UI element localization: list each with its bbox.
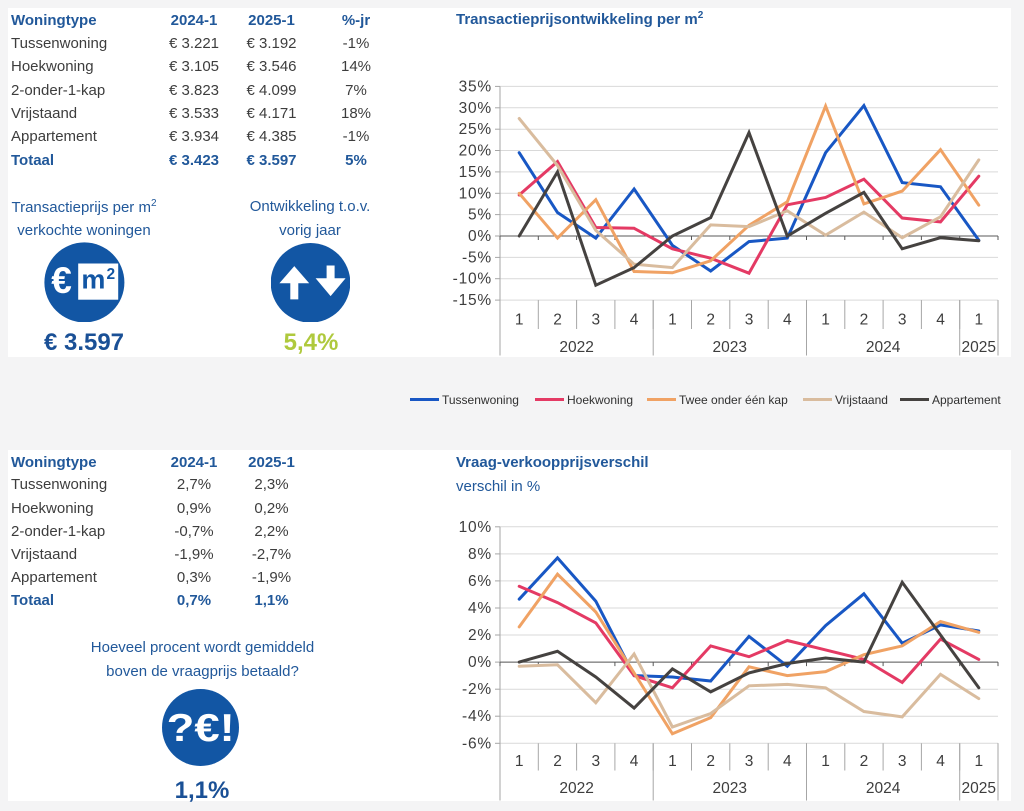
svg-text:?€!: ?€! [167, 706, 235, 749]
svg-text:2025: 2025 [962, 339, 996, 356]
svg-text:10%: 10% [459, 519, 492, 536]
svg-text:8%: 8% [468, 546, 492, 563]
svg-text:1: 1 [821, 753, 830, 770]
svg-text:2%: 2% [468, 627, 492, 644]
svg-text:0%: 0% [468, 228, 492, 245]
svg-text:2022: 2022 [559, 780, 593, 797]
svg-text:5%: 5% [468, 207, 492, 224]
svg-text:1: 1 [515, 311, 524, 328]
svg-text:1: 1 [974, 753, 983, 770]
svg-text:-10%: -10% [453, 271, 492, 288]
svg-text:6%: 6% [468, 573, 492, 590]
svg-text:-5%: -5% [462, 249, 492, 266]
svg-text:4: 4 [936, 753, 945, 770]
svg-text:35%: 35% [459, 78, 492, 95]
svg-text:4: 4 [936, 311, 945, 328]
svg-text:3: 3 [745, 311, 754, 328]
svg-text:4: 4 [630, 311, 639, 328]
svg-text:1: 1 [974, 311, 983, 328]
svg-text:2023: 2023 [713, 780, 747, 797]
svg-text:-6%: -6% [462, 735, 492, 752]
svg-text:3: 3 [898, 311, 907, 328]
svg-text:25%: 25% [459, 121, 492, 138]
svg-text:2: 2 [553, 753, 562, 770]
svg-text:2022: 2022 [559, 339, 593, 356]
svg-text:-4%: -4% [462, 708, 492, 725]
svg-text:m: m [81, 265, 105, 295]
svg-text:0%: 0% [468, 654, 492, 671]
svg-text:2023: 2023 [713, 339, 747, 356]
svg-text:1: 1 [515, 753, 524, 770]
svg-text:3: 3 [591, 311, 600, 328]
svg-text:3: 3 [591, 753, 600, 770]
svg-text:1: 1 [668, 311, 677, 328]
svg-text:10%: 10% [459, 185, 492, 202]
svg-text:2: 2 [860, 311, 869, 328]
svg-text:4: 4 [783, 311, 792, 328]
svg-text:2: 2 [860, 753, 869, 770]
svg-text:-2%: -2% [462, 681, 492, 698]
svg-text:-15%: -15% [453, 292, 492, 309]
svg-text:3: 3 [898, 753, 907, 770]
svg-text:30%: 30% [459, 100, 492, 117]
svg-text:2: 2 [706, 311, 715, 328]
svg-text:1: 1 [821, 311, 830, 328]
svg-text:2024: 2024 [866, 339, 901, 356]
svg-text:20%: 20% [459, 143, 492, 160]
svg-text:4: 4 [783, 753, 792, 770]
svg-text:1: 1 [668, 753, 677, 770]
svg-text:2025: 2025 [962, 780, 996, 797]
svg-text:2: 2 [106, 266, 115, 283]
svg-text:3: 3 [745, 753, 754, 770]
svg-text:2: 2 [553, 311, 562, 328]
svg-text:15%: 15% [459, 164, 492, 181]
svg-text:2024: 2024 [866, 780, 901, 797]
svg-text:2: 2 [706, 753, 715, 770]
svg-text:4: 4 [630, 753, 639, 770]
svg-text:€: € [51, 260, 72, 301]
svg-text:4%: 4% [468, 600, 492, 617]
